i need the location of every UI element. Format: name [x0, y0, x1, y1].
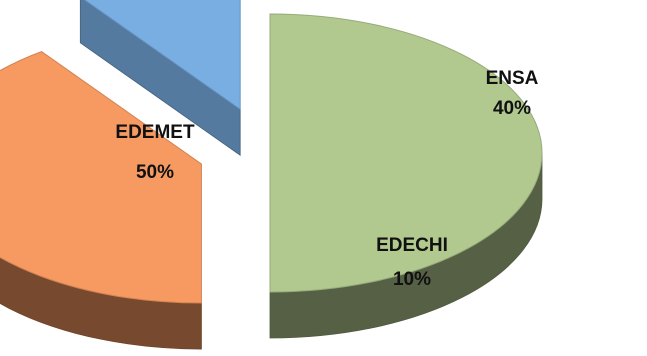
slice-pct-edemet: 50% — [136, 162, 174, 183]
slice-edechi — [79, 0, 241, 157]
pie-labels: EDEMET 50% ENSA 40% EDECHI 10% — [115, 68, 538, 290]
slice-label-edemet: EDEMET — [115, 122, 195, 143]
slice-pct-ensa: 40% — [493, 98, 531, 119]
slice-top — [0, 51, 202, 304]
slice-top — [269, 13, 543, 293]
slice-label-edechi: EDECHI — [376, 235, 448, 256]
slice-edemet — [269, 13, 543, 339]
slice-pct-edechi: 10% — [393, 269, 431, 290]
slice-top — [83, 0, 241, 111]
pie-slices — [0, 0, 543, 350]
slice-ensa — [0, 51, 202, 350]
slice-label-ensa: ENSA — [486, 68, 539, 89]
